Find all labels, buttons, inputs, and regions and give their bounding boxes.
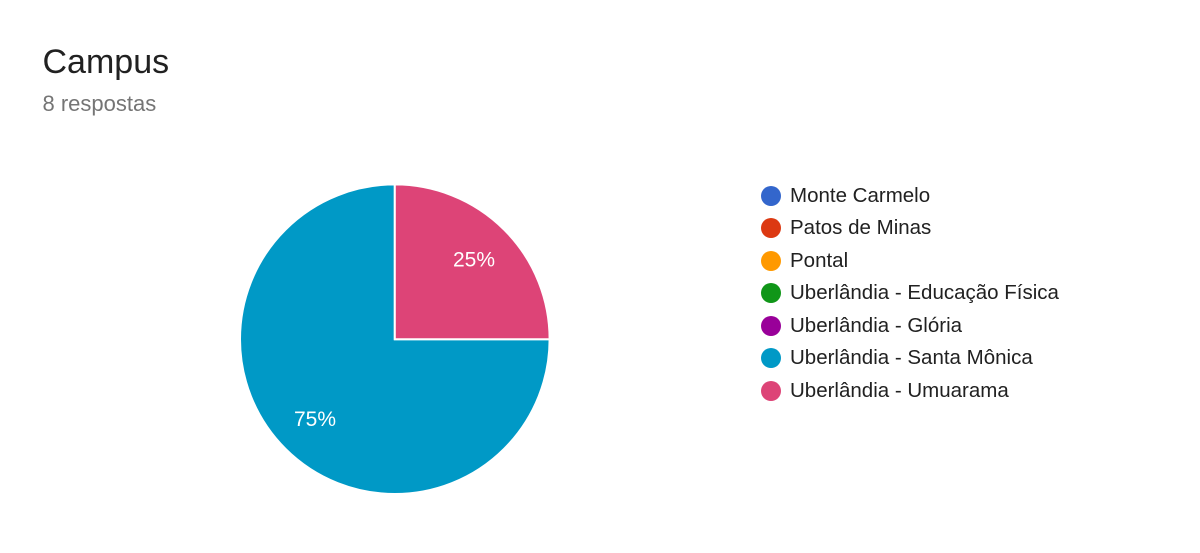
svg-text:75%: 75% (294, 408, 336, 431)
svg-text:25%: 25% (453, 249, 495, 272)
